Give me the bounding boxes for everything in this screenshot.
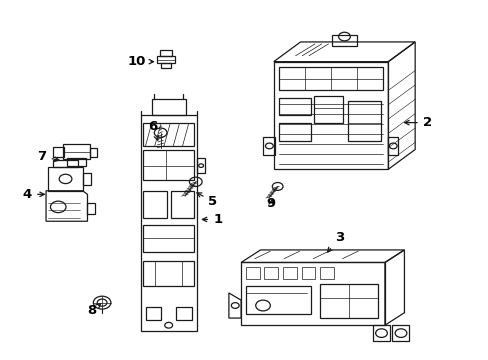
Bar (145, 307, 161, 320)
Bar (278, 123, 310, 140)
Bar (320, 267, 333, 279)
Bar (372, 325, 389, 341)
Bar (143, 261, 194, 286)
Bar (241, 262, 384, 325)
Bar (53, 147, 64, 157)
Bar (143, 149, 194, 180)
Bar (151, 99, 185, 116)
Bar (161, 63, 170, 68)
Text: 5: 5 (197, 193, 217, 208)
Bar (320, 284, 377, 318)
Bar (176, 307, 191, 320)
Text: 1: 1 (202, 213, 222, 226)
Bar (143, 123, 194, 146)
Bar (347, 101, 381, 140)
Bar (283, 267, 296, 279)
Text: 7: 7 (38, 150, 59, 163)
Bar (391, 325, 408, 341)
Bar (82, 173, 91, 185)
Text: 3: 3 (327, 231, 344, 252)
Bar (159, 50, 172, 55)
Bar (264, 267, 278, 279)
Bar (301, 267, 315, 279)
Bar (331, 35, 356, 45)
Bar (170, 191, 194, 218)
Text: 10: 10 (127, 55, 153, 68)
Bar (141, 116, 196, 330)
Text: 9: 9 (266, 197, 275, 210)
Text: 2: 2 (404, 116, 431, 129)
Text: 8: 8 (87, 303, 101, 318)
Bar (273, 62, 387, 169)
Bar (67, 158, 85, 166)
Bar (245, 286, 310, 315)
Bar (87, 203, 95, 214)
Bar (278, 98, 310, 116)
Bar (245, 267, 259, 279)
Bar (313, 96, 342, 123)
Text: 4: 4 (23, 188, 44, 201)
Text: 6: 6 (148, 120, 158, 140)
Bar (263, 137, 275, 155)
Bar (48, 167, 82, 191)
Bar (157, 55, 175, 63)
Bar (63, 144, 90, 159)
Bar (90, 148, 97, 157)
Bar (387, 137, 397, 155)
Bar (196, 158, 205, 173)
Bar (143, 225, 194, 252)
Bar (53, 160, 78, 167)
Bar (278, 67, 383, 90)
Bar (143, 191, 166, 218)
